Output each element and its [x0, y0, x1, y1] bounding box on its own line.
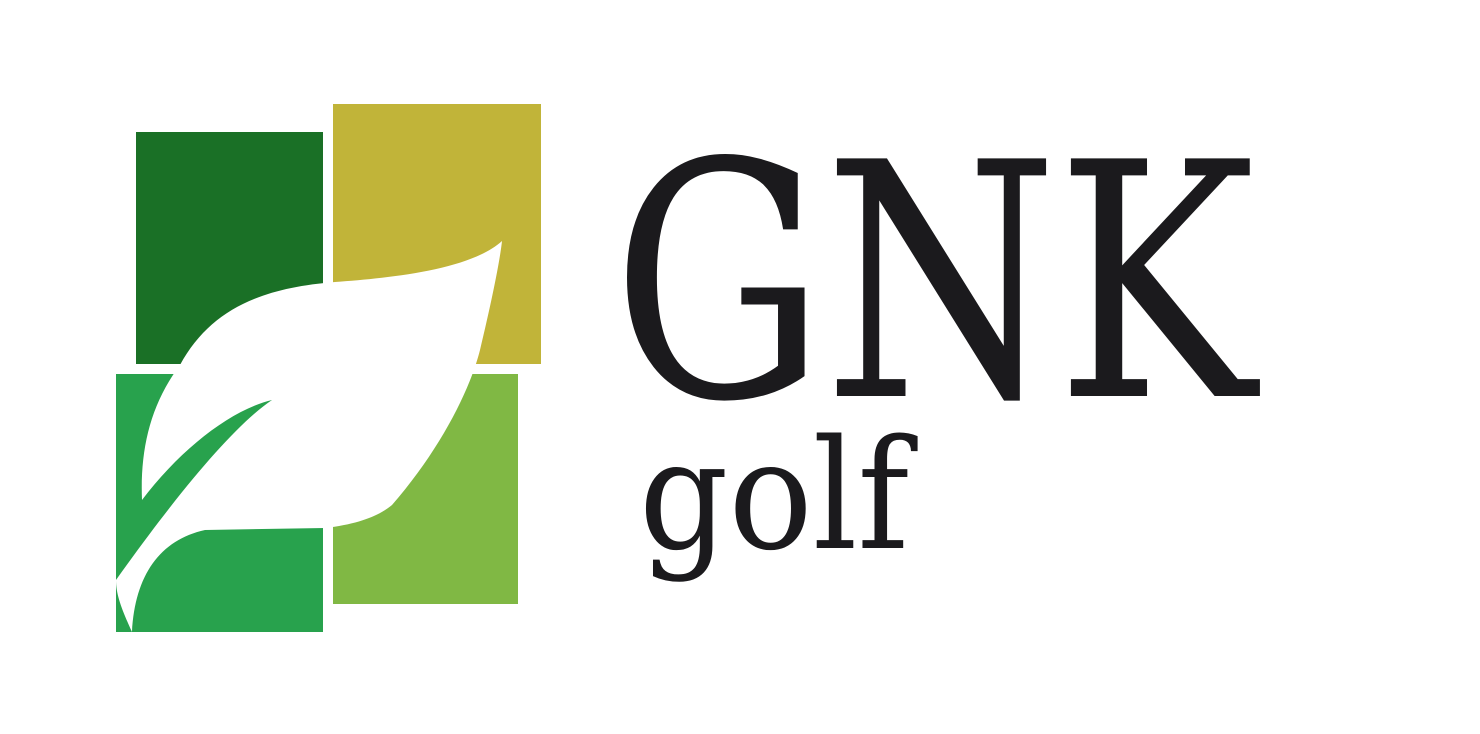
- brand-tagline: golf: [639, 407, 910, 584]
- leaf-icon: [116, 241, 502, 632]
- brand-name: GNK: [612, 93, 1256, 473]
